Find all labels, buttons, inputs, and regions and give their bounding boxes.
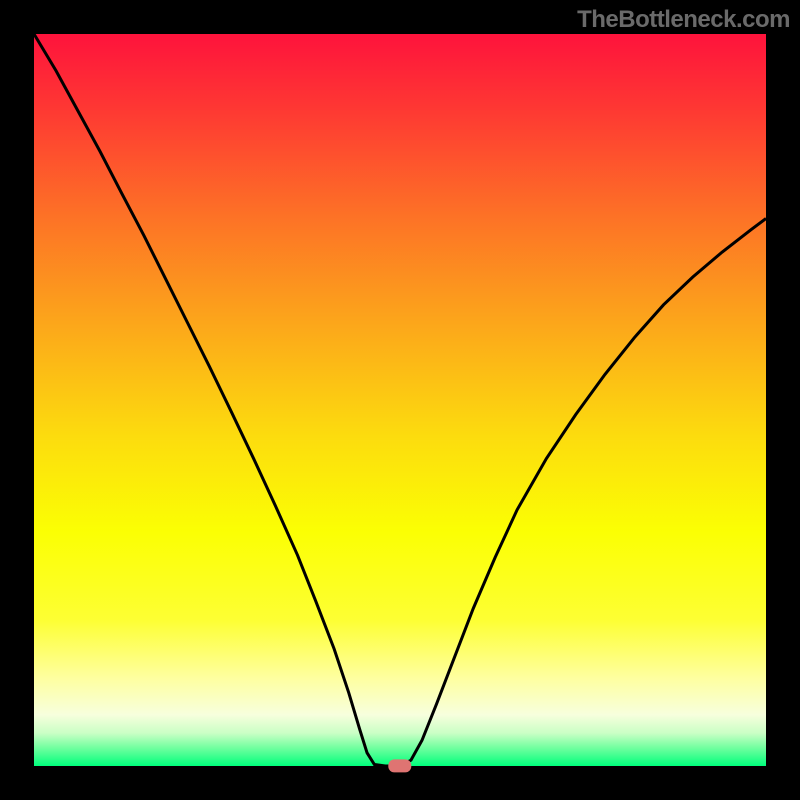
bottleneck-curve (34, 34, 766, 766)
chart-container: TheBottleneck.com (0, 0, 800, 800)
plot-area (34, 34, 766, 766)
watermark-text: TheBottleneck.com (577, 6, 790, 34)
optimal-point-marker (388, 759, 411, 772)
